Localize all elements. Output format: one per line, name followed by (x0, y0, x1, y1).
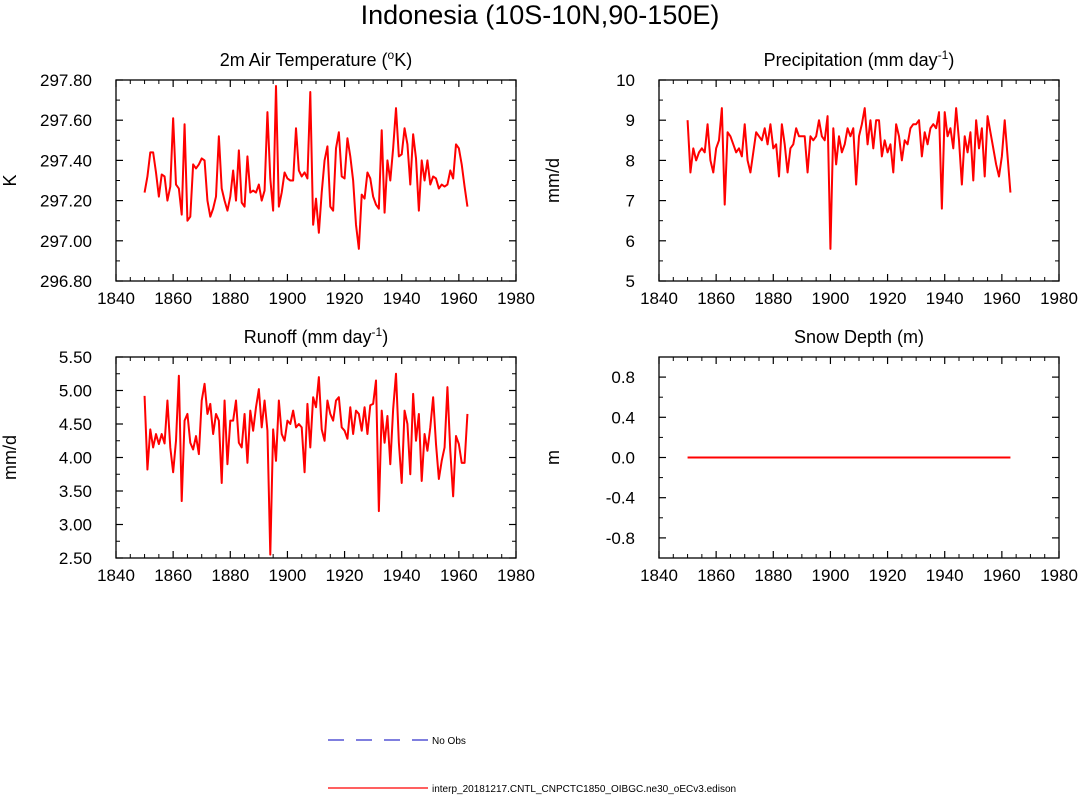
y-tick-label: 2.50 (59, 549, 92, 568)
figure-title: Indonesia (10S-10N,90-150E) (361, 0, 720, 30)
y-tick-label: 6 (626, 232, 635, 251)
x-tick-label: 1880 (754, 289, 792, 308)
legend: No Obs interp_20181217.CNTL_CNPCTC1850_O… (328, 736, 736, 795)
x-tick-label: 1960 (440, 289, 478, 308)
x-tick-label: 1860 (154, 566, 192, 585)
y-tick-label: 0.4 (611, 408, 635, 427)
series-line (686, 107, 1012, 250)
legend-label-no-obs: No Obs (432, 736, 466, 747)
y-axis-label: mm/d (543, 158, 563, 203)
y-tick-label: 297.80 (40, 71, 92, 90)
x-tick-label: 1900 (812, 289, 850, 308)
x-tick-label: 1880 (211, 289, 249, 308)
x-tick-label: 1960 (440, 566, 478, 585)
y-tick-label: 5.00 (59, 382, 92, 401)
y-tick-label: 4.50 (59, 415, 92, 434)
x-tick-label: 1900 (269, 566, 307, 585)
x-tick-label: 1960 (983, 566, 1021, 585)
x-tick-label: 1880 (754, 566, 792, 585)
panel-snow-depth: Snow Depth (m) m 1840 1860 1880 1900 1920 1940 1… (543, 327, 1078, 585)
y-axis-label: K (0, 174, 20, 186)
x-tick-label: 1980 (1040, 566, 1078, 585)
y-tick-label: 9 (626, 111, 635, 130)
x-tick-label: 1840 (97, 289, 135, 308)
x-tick-label: 1900 (812, 566, 850, 585)
y-tick-label: 10 (616, 71, 635, 90)
x-tick-label: 1960 (983, 289, 1021, 308)
x-tick-label: 1940 (383, 289, 421, 308)
y-axis-label: m (543, 450, 563, 465)
x-tick-label: 1940 (926, 289, 964, 308)
x-tick-label: 1980 (497, 289, 535, 308)
panel-title: 2m Air Temperature (oK) (220, 48, 412, 70)
y-tick-label: 4.00 (59, 449, 92, 468)
y-tick-label: 0.8 (611, 368, 635, 387)
plot-frame (115, 356, 517, 559)
y-tick-label: 7 (626, 192, 635, 211)
x-tick-label: 1860 (154, 289, 192, 308)
x-tick-label: 1940 (383, 566, 421, 585)
x-tick-label: 1840 (640, 289, 678, 308)
panel-precipitation: Precipitation (mm day-1) mm/d 1840 1860 1880… (543, 48, 1078, 308)
x-tick-label: 1840 (640, 566, 678, 585)
plot-frame (658, 79, 1060, 282)
y-tick-label: -0.4 (606, 489, 635, 508)
y-axis-label: mm/d (0, 435, 20, 480)
y-tick-label: 5 (626, 272, 635, 291)
x-tick-label: 1900 (269, 289, 307, 308)
panel-air-temperature: 2m Air Temperature (oK) K 1840 1860 1880 1900… (0, 48, 535, 308)
y-tick-label: 5.50 (59, 348, 92, 367)
y-tick-label: 296.80 (40, 272, 92, 291)
x-tick-label: 1920 (326, 566, 364, 585)
y-tick-label: 297.60 (40, 111, 92, 130)
x-tick-label: 1880 (211, 566, 249, 585)
x-tick-label: 1920 (869, 566, 907, 585)
panel-title: Precipitation (mm day-1) (764, 48, 955, 70)
y-tick-label: 3.50 (59, 482, 92, 501)
y-tick-label: -0.8 (606, 529, 635, 548)
x-tick-label: 1920 (326, 289, 364, 308)
legend-label-model: interp_20181217.CNTL_CNPCTC1850_OIBGC.ne… (432, 784, 736, 795)
y-tick-label: 297.20 (40, 192, 92, 211)
panel-runoff: Runoff (mm day-1) mm/d 1840 1860 1880 1900 192… (0, 325, 535, 585)
series-line (143, 372, 469, 556)
plot-frame (115, 79, 517, 282)
panel-title: Runoff (mm day-1) (244, 325, 388, 347)
y-tick-label: 297.40 (40, 151, 92, 170)
x-tick-label: 1920 (869, 289, 907, 308)
panel-title: Snow Depth (m) (794, 327, 924, 347)
y-tick-label: 297.00 (40, 232, 92, 251)
x-tick-label: 1860 (697, 289, 735, 308)
x-tick-label: 1980 (497, 566, 535, 585)
plot-frame (658, 356, 1060, 559)
y-tick-label: 8 (626, 151, 635, 170)
x-tick-label: 1980 (1040, 289, 1078, 308)
y-tick-label: 3.00 (59, 516, 92, 535)
x-tick-label: 1860 (697, 566, 735, 585)
x-tick-label: 1940 (926, 566, 964, 585)
y-tick-label: 0.0 (611, 449, 635, 468)
series-line (143, 85, 469, 250)
x-tick-label: 1840 (97, 566, 135, 585)
